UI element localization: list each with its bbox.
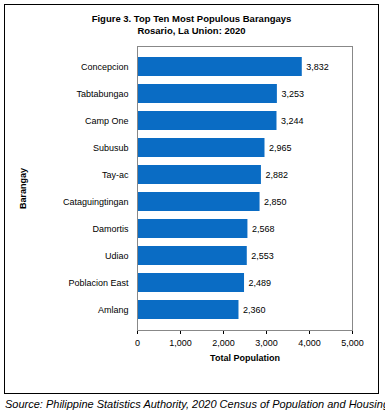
svg-text:3,000: 3,000 xyxy=(255,338,278,348)
svg-text:5,000: 5,000 xyxy=(341,338,364,348)
svg-text:Concepcion: Concepcion xyxy=(81,62,129,72)
svg-text:2,882: 2,882 xyxy=(265,170,288,180)
svg-text:Amlang: Amlang xyxy=(98,305,129,315)
svg-text:Poblacion East: Poblacion East xyxy=(68,278,129,288)
svg-text:3,253: 3,253 xyxy=(281,89,304,99)
svg-text:1,000: 1,000 xyxy=(169,338,192,348)
svg-text:4,000: 4,000 xyxy=(298,338,321,348)
svg-text:Udiao: Udiao xyxy=(105,251,129,261)
svg-text:2,850: 2,850 xyxy=(264,197,287,207)
svg-text:Subusub: Subusub xyxy=(93,143,129,153)
svg-text:2,568: 2,568 xyxy=(252,224,275,234)
svg-text:Damortis: Damortis xyxy=(92,224,129,234)
svg-text:2,965: 2,965 xyxy=(269,143,292,153)
svg-text:Camp One: Camp One xyxy=(85,116,129,126)
svg-text:Total Population: Total Population xyxy=(210,353,280,363)
svg-text:2,553: 2,553 xyxy=(251,251,274,261)
svg-text:Tabtabungao: Tabtabungao xyxy=(76,89,128,99)
svg-text:Tay-ac: Tay-ac xyxy=(102,170,129,180)
svg-text:Barangay: Barangay xyxy=(18,168,28,209)
svg-text:3,832: 3,832 xyxy=(306,62,329,72)
svg-text:2,000: 2,000 xyxy=(212,338,235,348)
html-text:Figure 3. Top Ten Most Populou: Figure 3. Top Ten Most Populous Barangay… xyxy=(91,13,292,24)
svg-text:Cataguingtingan: Cataguingtingan xyxy=(63,197,129,207)
svg-text:0: 0 xyxy=(135,338,140,348)
svg-text:3,244: 3,244 xyxy=(281,116,304,126)
svg-text:2,489: 2,489 xyxy=(249,278,272,288)
html-text:Rosario, La Union: 2020: Rosario, La Union: 2020 xyxy=(137,25,246,36)
svg-text:2,360: 2,360 xyxy=(243,305,266,315)
